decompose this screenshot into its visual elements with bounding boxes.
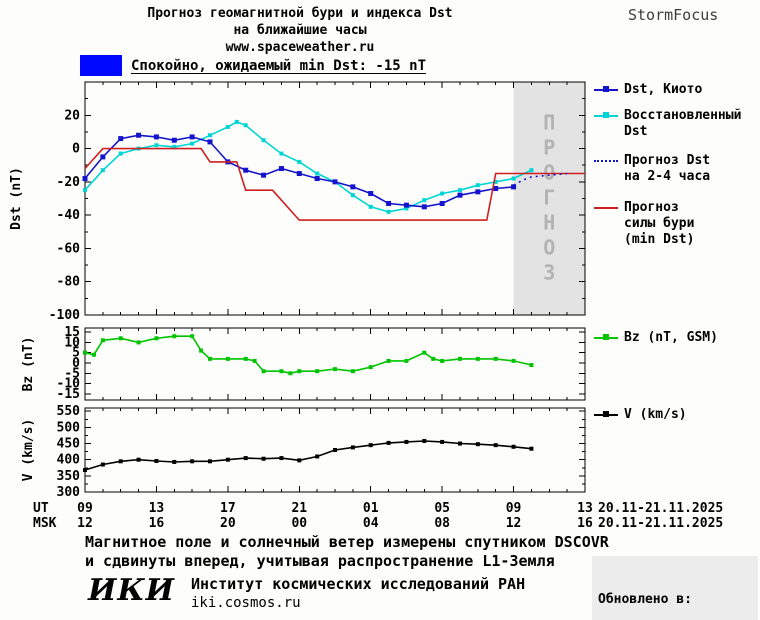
svg-text:400: 400 — [57, 453, 81, 468]
institute-url[interactable]: iki.cosmos.ru — [190, 595, 301, 611]
svg-text:-80: -80 — [57, 275, 81, 290]
svg-text:13: 13 — [149, 501, 165, 516]
svg-text:00: 00 — [291, 516, 307, 531]
legend-storm-line-3: (min Dst) — [624, 232, 695, 247]
iki-logo: ИКИ — [88, 573, 175, 608]
legend-bz: Bz (nT, GSM) — [594, 330, 718, 346]
data-source-note: Магнитное поле и солнечный ветер измерен… — [85, 533, 609, 571]
svg-text:04: 04 — [363, 516, 379, 531]
legend-v: V (km/s) — [594, 407, 687, 423]
storm-status-text: Спокойно, ожидаемый min Dst: -15 nT — [131, 57, 427, 74]
svg-text:15: 15 — [64, 325, 80, 340]
storm-forecast-line-swatch — [594, 200, 620, 216]
v-line-swatch — [594, 407, 620, 423]
svg-text:V (km/s): V (km/s) — [21, 419, 36, 482]
svg-text:MSK: MSK — [33, 516, 57, 531]
recovered-dst-line-swatch — [594, 108, 620, 124]
svg-text:21: 21 — [291, 501, 307, 516]
svg-text:З: З — [543, 261, 555, 285]
institute-name: Институт космических исследований РАН — [190, 575, 526, 593]
legend-storm-line-2: силы бури — [624, 216, 695, 231]
legend-forecast-line-1: Прогноз Dst — [624, 153, 711, 168]
svg-text:О: О — [543, 161, 555, 185]
legend-bz-label: Bz (nT, GSM) — [624, 330, 718, 345]
legend-storm-line-1: Прогноз — [624, 200, 679, 215]
dst-kyoto-line-swatch — [594, 82, 620, 98]
legend-storm-forecast: Прогноз силы бури (min Dst) — [594, 200, 694, 248]
institute-block: ИКИ Институт космических исследований РА… — [88, 573, 525, 612]
svg-text:20: 20 — [64, 108, 80, 123]
legend-recovered-line-1: Восстановленный — [624, 108, 742, 123]
title-line-1: Прогноз геомагнитной бури и индекса Dst — [147, 6, 453, 21]
svg-text:UT: UT — [33, 501, 49, 516]
site-link[interactable]: www.spaceweather.ru — [225, 40, 375, 55]
storm-level-color-box — [80, 55, 122, 76]
svg-text:20.11-21.11.2025: 20.11-21.11.2025 — [598, 501, 723, 516]
svg-text:-5: -5 — [64, 366, 80, 381]
x-axis-labels: UTMSK0912131617202100010405080912131620.… — [33, 501, 723, 531]
svg-text:Н: Н — [543, 211, 555, 235]
svg-text:13: 13 — [577, 501, 593, 516]
svg-text:П: П — [543, 111, 555, 135]
legend-v-label: V (km/s) — [624, 407, 687, 422]
svg-text:550: 550 — [57, 404, 81, 419]
legend-forecast-dst: Прогноз Dst на 2-4 часа — [594, 153, 710, 185]
svg-text:О: О — [543, 236, 555, 260]
title-line-2: на ближайшие часы — [233, 23, 367, 38]
svg-text:01: 01 — [363, 501, 379, 516]
legend-forecast-line-2: на 2-4 часа — [624, 169, 711, 184]
svg-text:-40: -40 — [57, 208, 81, 223]
svg-text:0: 0 — [72, 356, 80, 371]
svg-text:09: 09 — [506, 501, 522, 516]
legend-recovered-dst: Восстановленный Dst — [594, 108, 741, 140]
svg-text:05: 05 — [434, 501, 450, 516]
svg-text:-10: -10 — [57, 377, 81, 392]
bz-line-swatch — [594, 330, 620, 346]
svg-text:08: 08 — [434, 516, 450, 531]
svg-text:12: 12 — [506, 516, 522, 531]
svg-text:Bz (nT): Bz (nT) — [21, 337, 36, 392]
svg-text:-60: -60 — [57, 241, 81, 256]
svg-text:16: 16 — [149, 516, 165, 531]
legend-dst-kyoto-label: Dst, Киото — [624, 82, 703, 97]
svg-text:500: 500 — [57, 420, 81, 435]
legend-recovered-line-2: Dst — [624, 124, 648, 139]
svg-text:17: 17 — [220, 501, 236, 516]
svg-text:20.11-21.11.2025: 20.11-21.11.2025 — [598, 516, 723, 531]
page-title: Прогноз геомагнитной бури и индекса Dst … — [40, 5, 560, 56]
note-line-2: и сдвинуты вперед, учитывая распростране… — [85, 552, 555, 570]
svg-text:-20: -20 — [57, 175, 81, 190]
svg-text:0: 0 — [72, 142, 80, 157]
storm-status-banner: Спокойно, ожидаемый min Dst: -15 nT — [80, 54, 426, 77]
updated-label: Обновлено в: — [598, 592, 692, 607]
forecast-dst-dotted-swatch — [594, 153, 620, 169]
svg-text:Г: Г — [543, 186, 555, 210]
updated-block: Обновлено в: UT 09:05, 21.11.2025 MSK 12… — [592, 556, 758, 620]
svg-text:Р: Р — [543, 136, 555, 160]
svg-text:09: 09 — [77, 501, 93, 516]
svg-text:5: 5 — [72, 346, 80, 361]
svg-text:350: 350 — [57, 469, 81, 484]
legend-dst-kyoto: Dst, Киото — [594, 82, 702, 98]
svg-text:300: 300 — [57, 485, 81, 500]
svg-text:12: 12 — [77, 516, 93, 531]
svg-text:Dst (nT): Dst (nT) — [9, 167, 24, 230]
svg-text:-100: -100 — [49, 308, 80, 323]
svg-text:20: 20 — [220, 516, 236, 531]
note-line-1: Магнитное поле и солнечный ветер измерен… — [85, 533, 609, 551]
svg-text:450: 450 — [57, 437, 81, 452]
svg-text:-15: -15 — [57, 387, 80, 402]
brand-label: StormFocus — [628, 6, 719, 24]
svg-text:16: 16 — [577, 516, 593, 531]
svg-text:10: 10 — [64, 335, 80, 350]
